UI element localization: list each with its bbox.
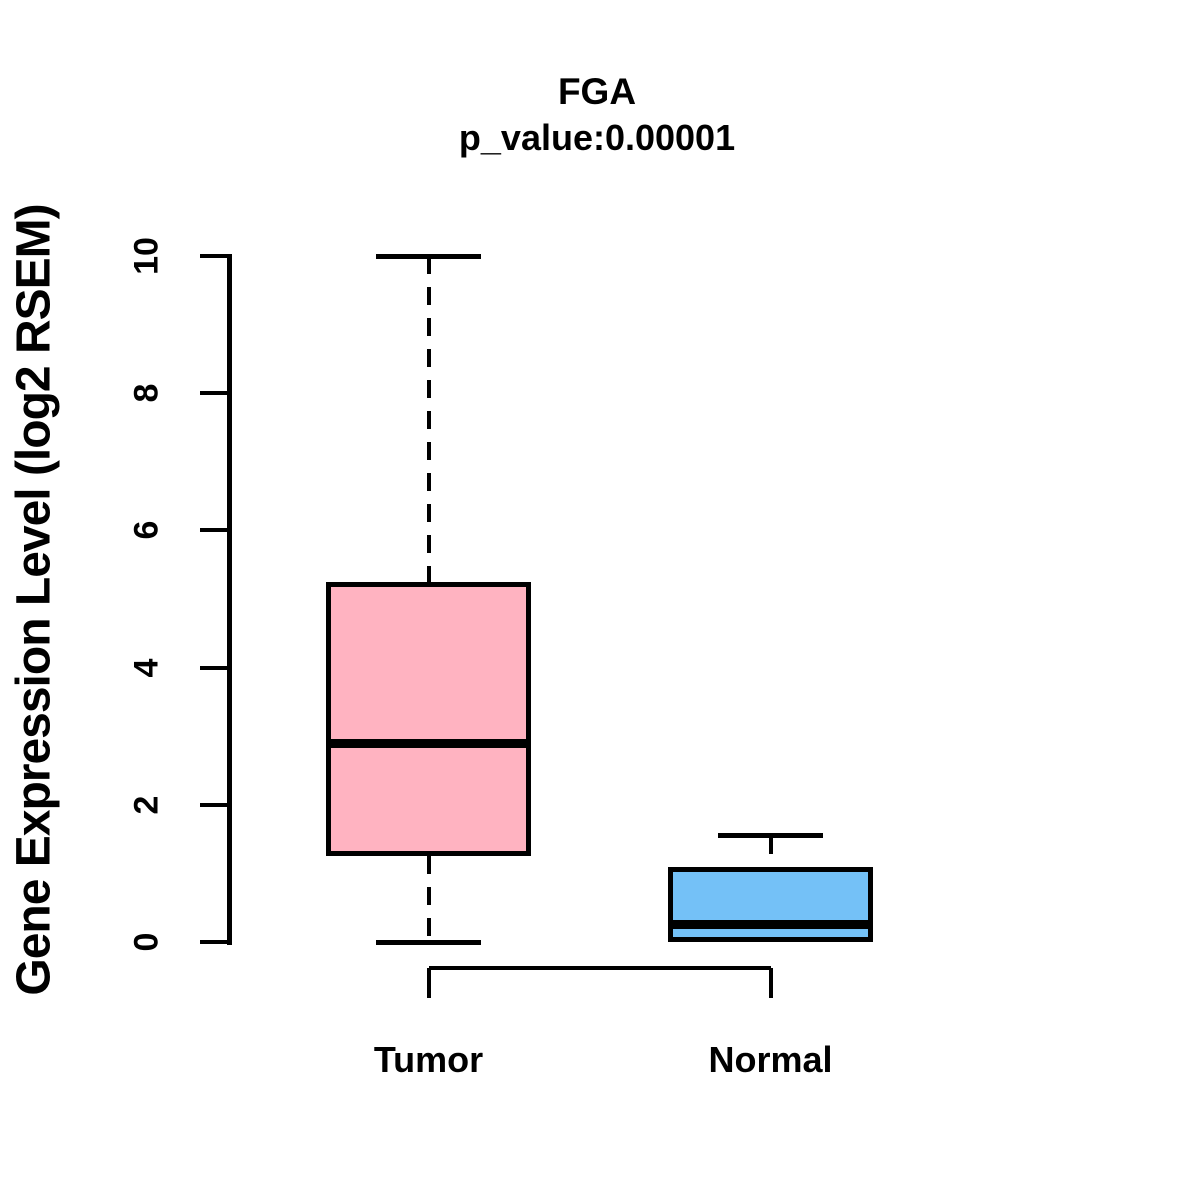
x-axis-line — [428, 966, 771, 970]
whisker-cap-upper — [718, 833, 823, 839]
y-tick-mark — [200, 940, 230, 944]
y-axis-line — [227, 254, 232, 945]
y-tick-label: 4 — [127, 658, 166, 678]
whisker-line-upper — [426, 256, 431, 582]
box-normal — [668, 866, 873, 942]
y-tick-mark — [200, 528, 230, 533]
y-tick-mark — [200, 665, 230, 670]
x-axis-tick — [768, 968, 773, 998]
whisker-line-upper — [768, 835, 773, 867]
x-axis-label-normal: Normal — [708, 1039, 833, 1080]
whisker-line-lower — [426, 856, 431, 942]
whisker-cap-upper — [376, 253, 481, 259]
y-tick-label: 0 — [127, 932, 166, 952]
median-tumor — [326, 738, 531, 748]
whisker-cap-lower — [376, 939, 481, 945]
box-tumor — [326, 581, 531, 857]
y-tick-mark — [200, 254, 230, 258]
x-axis-label-tumor: Tumor — [373, 1039, 484, 1080]
y-tick-label: 8 — [127, 383, 166, 403]
y-tick-mark — [200, 391, 230, 396]
median-normal — [668, 920, 873, 930]
y-tick-label: 2 — [127, 795, 166, 815]
chart-title: FGA — [557, 71, 637, 112]
y-tick-mark — [200, 802, 230, 807]
y-tick-label: 10 — [127, 237, 166, 275]
x-axis-tick — [426, 968, 431, 998]
chart-subtitle: p_value:0.00001 — [458, 117, 736, 158]
y-axis-title: Gene Expression Level (log2 RSEM) — [7, 204, 61, 996]
y-tick-label: 6 — [127, 520, 166, 540]
